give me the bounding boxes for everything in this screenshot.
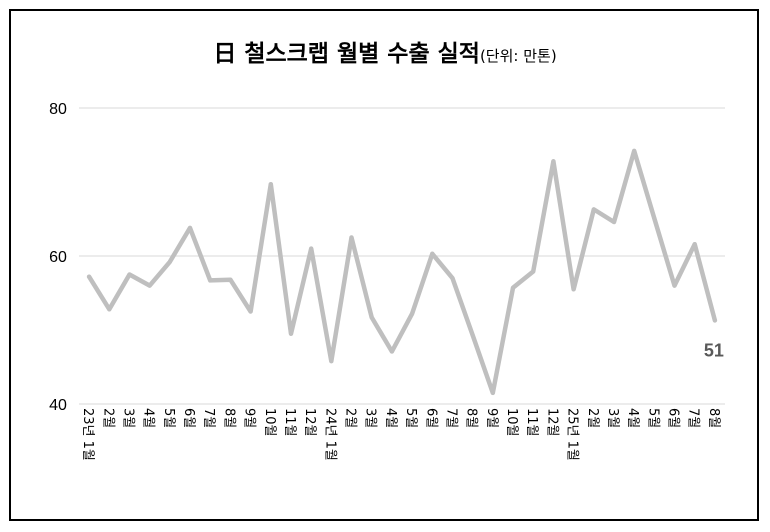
data-point xyxy=(188,225,193,230)
x-tick-label: 6월 xyxy=(423,408,438,428)
data-point xyxy=(268,182,273,187)
data-point xyxy=(450,276,455,281)
x-tick-label: 11월 xyxy=(524,408,539,437)
x-tick-label: 8월 xyxy=(706,408,721,428)
x-tick-label: 6월 xyxy=(181,408,196,428)
data-point xyxy=(349,235,354,240)
data-label: 51 xyxy=(704,340,724,360)
data-point xyxy=(147,283,152,288)
series-line xyxy=(86,148,718,396)
data-point xyxy=(309,246,314,251)
x-tick-label: 2월 xyxy=(585,408,600,428)
chart-frame xyxy=(9,9,759,521)
x-tick-label: 25년 1월 xyxy=(565,408,580,461)
chart-unit: (단위: 만톤) xyxy=(479,47,557,65)
x-tick-label: 9월 xyxy=(484,408,499,428)
data-point xyxy=(611,219,616,224)
x-tick-label: 2월 xyxy=(343,408,358,428)
x-tick-label: 4월 xyxy=(141,408,156,428)
data-point xyxy=(107,307,112,312)
x-tick-label: 3월 xyxy=(120,408,135,428)
data-point xyxy=(632,148,637,153)
data-point xyxy=(127,272,132,277)
data-point xyxy=(692,242,697,247)
y-tick-label: 80 xyxy=(49,101,67,118)
x-tick-label: 10월 xyxy=(504,408,519,437)
x-tick-label: 3월 xyxy=(605,408,620,428)
data-point xyxy=(167,259,172,264)
x-tick-label: 23년 1월 xyxy=(80,408,95,461)
data-point xyxy=(208,278,213,283)
data-point xyxy=(571,287,576,292)
data-point xyxy=(248,309,253,314)
x-tick-label: 7월 xyxy=(443,408,458,428)
data-point xyxy=(470,333,475,338)
x-tick-label: 11월 xyxy=(282,408,297,437)
x-tick-label: 12월 xyxy=(302,408,317,437)
x-tick-label: 10월 xyxy=(262,408,277,437)
data-point xyxy=(551,159,556,164)
x-tick-label: 2월 xyxy=(100,408,115,428)
x-tick-label: 5월 xyxy=(645,408,660,428)
chart-title: 日 철스크랩 월별 수출 실적(단위: 만톤) xyxy=(0,34,770,68)
data-point xyxy=(430,251,435,256)
x-tick-label: 8월 xyxy=(464,408,479,428)
x-tick-label: 5월 xyxy=(403,408,418,428)
data-point xyxy=(329,359,334,364)
data-point xyxy=(87,274,92,279)
x-tick-label: 4월 xyxy=(625,408,640,428)
data-point xyxy=(228,277,233,282)
data-point xyxy=(712,318,717,323)
chart-title-main: 日 철스크랩 월별 수출 실적 xyxy=(213,41,480,67)
y-tick-label: 60 xyxy=(49,249,67,266)
data-point xyxy=(511,285,516,290)
data-point xyxy=(672,283,677,288)
y-tick-label: 40 xyxy=(49,397,67,414)
data-point xyxy=(591,207,596,212)
data-point xyxy=(490,390,495,395)
data-point xyxy=(410,311,415,316)
x-tick-label: 7월 xyxy=(686,408,701,428)
data-point xyxy=(531,269,536,274)
data-point xyxy=(652,216,657,221)
x-tick-label: 9월 xyxy=(242,408,257,428)
data-point xyxy=(369,315,374,320)
x-tick-label: 3월 xyxy=(363,408,378,428)
x-tick-label: 7월 xyxy=(201,408,216,428)
x-tick-label: 5월 xyxy=(161,408,176,428)
x-tick-label: 12월 xyxy=(544,408,559,437)
x-tick-label: 24년 1월 xyxy=(322,408,337,461)
x-tick-label: 6월 xyxy=(666,408,681,428)
data-point xyxy=(288,331,293,336)
data-point xyxy=(389,349,394,354)
x-tick-label: 8월 xyxy=(221,408,236,428)
x-tick-label: 4월 xyxy=(383,408,398,428)
